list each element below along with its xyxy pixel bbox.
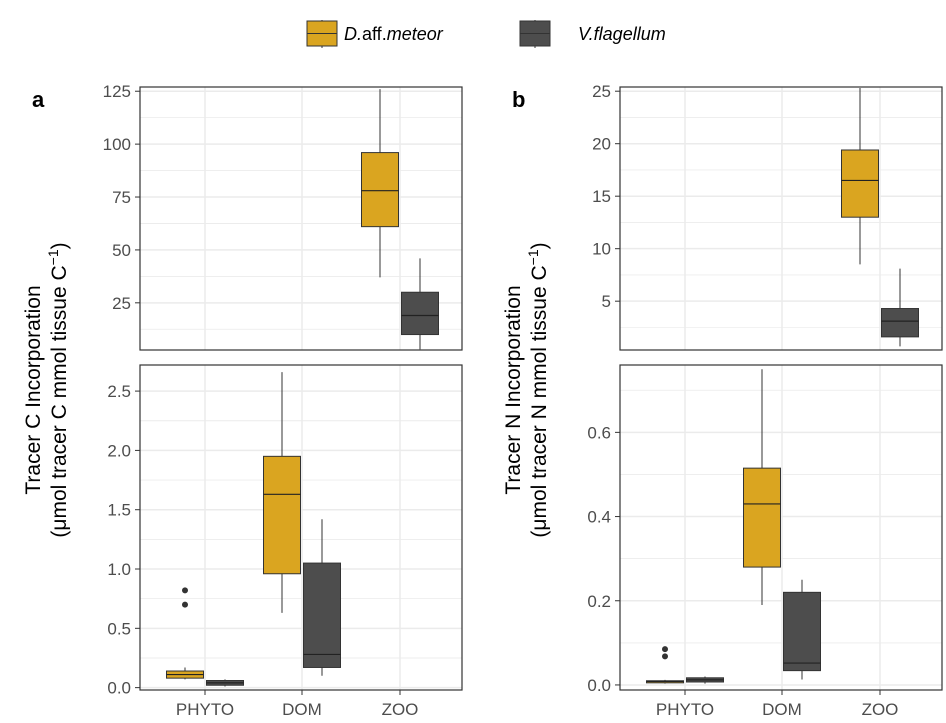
box-iqr: [263, 455, 301, 575]
y-tick-label: 2.0: [107, 441, 131, 460]
panel-border: [139, 364, 463, 691]
panel-b: 5 10 15 20 25 0.0 0.2 0.4 0.6 PHYTO DOM ZOO: [587, 82, 943, 719]
facet-lower-a: 0.0 0.5 1.0 1.5 2.0 2.5 PHYTO DOM ZOO: [107, 364, 463, 719]
x-tick-label: DOM: [762, 700, 802, 719]
panel-label-a: a: [32, 87, 45, 112]
box-iqr: [401, 291, 439, 336]
box-phyto-d-aff-meteor: [166, 587, 204, 680]
y-tick-label: 20: [592, 135, 611, 154]
facet-lower-b: 0.0 0.2 0.4 0.6 PHYTO DOM ZOO: [587, 364, 943, 719]
box-zoo-d-aff-meteor: [361, 89, 399, 278]
legend: D.aff.meteor V.flagellum: [306, 20, 666, 48]
legend-key-d-aff-meteor: [306, 20, 338, 48]
legend-key-v-flagellum: [519, 20, 551, 48]
box-zoo-v-flagellum: [881, 268, 919, 347]
y-tick-label: 10: [592, 240, 611, 259]
panel-label-b: b: [512, 87, 525, 112]
panel-border: [139, 86, 463, 351]
x-tick-label: ZOO: [382, 700, 419, 719]
facet-upper-a: 25 50 75 100 125: [103, 82, 463, 351]
x-tick-label: ZOO: [862, 700, 899, 719]
y-tick-label: 50: [112, 241, 131, 260]
outlier-point: [662, 653, 668, 660]
legend-label-d-aff-meteor: D.aff.meteor: [344, 24, 444, 44]
y-tick-label: 0.0: [107, 679, 131, 698]
outlier-point: [182, 587, 188, 594]
box-dom-d-aff-meteor: [743, 369, 781, 605]
y-tick-label: 100: [103, 135, 131, 154]
y-axis-title-a: Tracer C Incorporation: [22, 285, 45, 494]
boxes: [841, 88, 919, 347]
box-phyto-v-flagellum: [686, 676, 724, 684]
x-tick-label: PHYTO: [656, 700, 714, 719]
y-tick-label: 0.4: [587, 508, 611, 527]
y-tick-label: 0.6: [587, 423, 611, 442]
y-axis-subtitle-a: (μmol tracer C mmol tissue C−1): [45, 242, 71, 537]
y-tick-label: 0.2: [587, 592, 611, 611]
y-tick-label: 75: [112, 188, 131, 207]
y-tick-label: 1.5: [107, 501, 131, 520]
box-iqr: [303, 562, 341, 668]
box-iqr: [743, 467, 781, 568]
panel-border: [619, 364, 943, 691]
box-phyto-d-aff-meteor: [646, 646, 684, 684]
box-zoo-v-flagellum: [401, 258, 439, 350]
box-dom-d-aff-meteor: [263, 372, 301, 613]
facet-upper-b: 5 10 15 20 25: [592, 82, 943, 351]
box-iqr: [361, 152, 399, 228]
boxes: [646, 369, 821, 684]
y-tick-label: 25: [112, 294, 131, 313]
box-dom-v-flagellum: [303, 519, 341, 676]
outlier-point: [662, 646, 668, 653]
boxes: [361, 89, 439, 350]
y-axis-title-b: Tracer N Incorporation: [502, 285, 525, 494]
outlier-point: [182, 601, 188, 608]
x-tick-label: PHYTO: [176, 700, 234, 719]
box-zoo-d-aff-meteor: [841, 88, 879, 265]
panel-border: [619, 86, 943, 351]
box-iqr: [841, 149, 879, 218]
box-iqr: [783, 591, 821, 672]
box-dom-v-flagellum: [783, 579, 821, 680]
y-tick-label: 25: [592, 82, 611, 101]
box-iqr: [881, 308, 919, 338]
legend-label-v-flagellum: V.flagellum: [578, 24, 666, 44]
y-axis-subtitle-b: (μmol tracer N mmol tissue C−1): [525, 242, 551, 537]
y-tick-label: 5: [602, 292, 611, 311]
y-tick-label: 125: [103, 82, 131, 101]
x-tick-label: DOM: [282, 700, 322, 719]
y-tick-label: 2.5: [107, 382, 131, 401]
box-phyto-v-flagellum: [206, 679, 244, 687]
panel-a: 25 50 75 100 125 0.0 0.5 1.0 1.5 2.0 2.5 PHYTO DOM ZO…: [103, 82, 463, 719]
boxes: [166, 372, 341, 687]
y-tick-label: 15: [592, 187, 611, 206]
y-tick-label: 0.5: [107, 619, 131, 638]
y-tick-label: 1.0: [107, 560, 131, 579]
y-tick-label: 0.0: [587, 676, 611, 695]
